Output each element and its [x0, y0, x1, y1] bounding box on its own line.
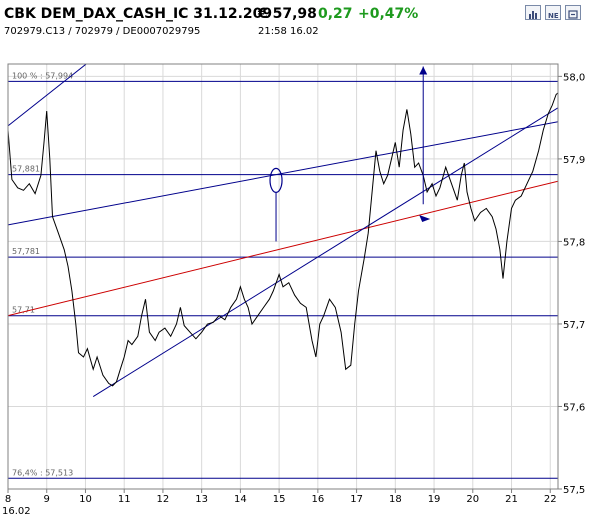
trendlines	[8, 64, 558, 397]
x-tick-label: 13	[195, 494, 208, 505]
y-tick-label: 57,7	[563, 320, 585, 331]
x-tick-label: 18	[389, 494, 402, 505]
y-axis: 58,0 57,9 57,8 57,7 57,6 57,5	[558, 72, 585, 496]
fibonacci-levels: 100 % : 57,994 57,881 57,781 57,71 76,4% : 5…	[8, 71, 558, 479]
chart-grid	[7, 64, 558, 490]
arrow-up-head	[419, 66, 428, 75]
fib-level-label: 76,4% : 57,513	[12, 468, 73, 477]
x-tick-label: 20	[466, 494, 479, 505]
price-change-percent: +0,47%	[358, 6, 419, 22]
x-date-label: 16.02	[2, 506, 31, 517]
trendline	[8, 180, 558, 317]
fib-level-label: 100 % : 57,994	[12, 71, 73, 80]
x-tick-label: 16	[311, 494, 324, 505]
chart-annotations	[269, 66, 431, 242]
fib-level-label: 57,781	[12, 247, 40, 256]
svg-text:NE: NE	[548, 12, 559, 20]
y-tick-label: 57,9	[563, 155, 585, 166]
x-tick-label: 11	[118, 494, 131, 505]
quote-date: 16.02	[290, 26, 319, 37]
x-tick-label: 22	[544, 494, 557, 505]
price-change: 0,27	[318, 6, 353, 22]
x-tick-label: 21	[505, 494, 518, 505]
x-tick-label: 14	[234, 494, 247, 505]
price-line	[8, 92, 558, 387]
news-icon[interactable]: NE	[545, 5, 561, 20]
y-tick-label: 58,0	[563, 72, 585, 83]
x-tick-label: 9	[44, 494, 50, 505]
y-tick-label: 57,6	[563, 402, 585, 413]
trendline	[92, 107, 558, 397]
x-tick-label: 19	[428, 494, 441, 505]
fib-level-label: 57,71	[12, 306, 35, 315]
price-chart: 100 % : 57,994 57,881 57,781 57,71 76,4% : 5…	[2, 63, 585, 517]
x-tick-label: 10	[79, 494, 92, 505]
instrument-title: CBK DEM_DAX_CASH_IC 31.12.209	[4, 6, 273, 22]
trendline	[8, 121, 558, 226]
settings-icon[interactable]	[565, 5, 581, 20]
arrow-down-head	[419, 215, 431, 223]
x-tick-label: 17	[350, 494, 363, 505]
plot-border	[7, 63, 559, 490]
x-tick-label: 12	[157, 494, 170, 505]
bars-icon[interactable]	[525, 5, 541, 20]
plot-frame	[7, 63, 559, 490]
trendline	[8, 64, 88, 127]
quote-header: CBK DEM_DAX_CASH_IC 31.12.209 € 57,98 0,…	[0, 0, 600, 44]
ellipse-marker	[269, 167, 283, 193]
instrument-ids: 702979.C13 / 702979 / DE0007029795	[4, 26, 201, 37]
x-tick-label: 8	[5, 494, 11, 505]
quote-time: 21:58	[258, 26, 287, 37]
y-tick-label: 57,8	[563, 237, 585, 248]
y-tick-label: 57,5	[563, 485, 585, 496]
x-axis: 8 9 10 11 12 13 14 15 16 17 18 19 20 21 22 16.02	[2, 489, 557, 517]
fib-level-label: 57,881	[12, 165, 40, 174]
x-tick-label: 15	[273, 494, 286, 505]
price-series	[8, 92, 558, 387]
last-price: € 57,98	[258, 6, 317, 22]
